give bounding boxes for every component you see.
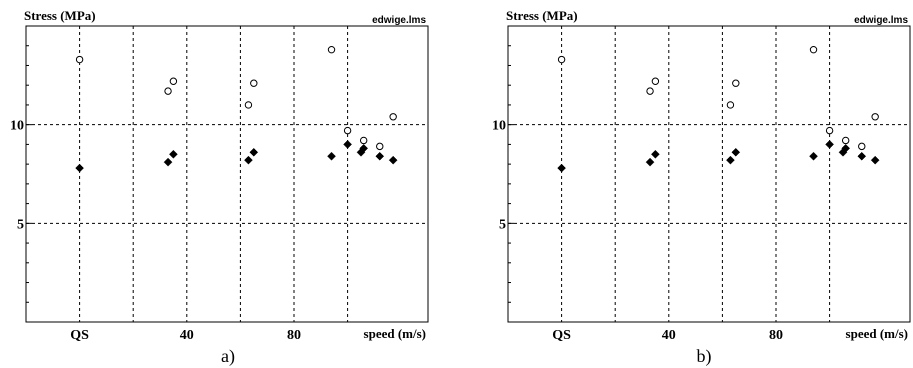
x-tick-label: QS — [552, 328, 571, 343]
filled-diamond-point — [651, 149, 660, 159]
open-circle-point — [359, 136, 368, 145]
source-label: edwige.lms — [854, 15, 908, 26]
open-circle-point — [164, 87, 172, 95]
open-circle-point — [651, 77, 660, 85]
open-circle-point — [732, 79, 740, 87]
x-tick-label: 40 — [180, 328, 194, 343]
x-tick-label: QS — [70, 328, 89, 343]
filled-diamond-point — [841, 143, 851, 153]
open-circle-point — [871, 113, 879, 121]
filled-diamond-point — [343, 140, 352, 149]
filled-diamond-point — [169, 149, 178, 159]
panel-label: b) — [697, 346, 712, 367]
filled-diamond-point — [359, 143, 369, 153]
open-circle-point — [858, 142, 866, 151]
open-circle-point — [169, 77, 178, 85]
filled-diamond-point — [388, 155, 398, 165]
filled-diamond-point — [557, 163, 566, 173]
panel-label: a) — [221, 346, 235, 367]
x-tick-label: 80 — [769, 328, 783, 343]
filled-diamond-point — [75, 163, 84, 173]
source-label: edwige.lms — [372, 15, 426, 26]
filled-diamond-point — [645, 157, 655, 167]
y-axis-label: Stress (MPa) — [24, 8, 96, 23]
open-circle-point — [244, 101, 253, 109]
y-tick-label: 10 — [492, 119, 506, 134]
x-axis-label: speed (m/s) — [364, 326, 426, 341]
open-circle-point — [250, 79, 258, 87]
y-axis-label: Stress (MPa) — [506, 8, 578, 23]
x-tick-label: 80 — [287, 328, 301, 343]
chart-panel-1: Stress (MPa) edwige.lms 5 10 QS 40 80 speed (m/… — [10, 8, 429, 367]
filled-diamond-point — [857, 151, 867, 161]
chart-panel-2: Stress (MPa) edwige.lms 5 10 QS 40 80 speed (m/… — [492, 8, 911, 367]
open-circle-point — [841, 136, 850, 145]
filled-diamond-point — [249, 147, 259, 157]
filled-diamond-point — [327, 151, 336, 161]
plot-frame — [507, 25, 911, 323]
filled-diamond-point — [825, 140, 834, 149]
y-tick-label: 5 — [17, 217, 24, 232]
open-circle-point — [389, 113, 397, 121]
filled-diamond-point — [870, 155, 880, 165]
open-circle-point — [646, 87, 654, 95]
open-circle-point — [825, 126, 834, 135]
open-circle-point — [327, 45, 336, 54]
open-circle-point — [557, 55, 566, 64]
open-circle-point — [343, 126, 352, 135]
open-circle-point — [726, 101, 735, 109]
open-circle-point — [376, 142, 384, 151]
y-tick-label: 10 — [10, 119, 24, 134]
filled-diamond-point — [163, 157, 173, 167]
open-circle-point — [75, 55, 84, 64]
filled-diamond-point — [726, 155, 735, 165]
filled-diamond-point — [375, 151, 385, 161]
open-circle-point — [809, 45, 818, 54]
plot-frame — [25, 25, 429, 323]
filled-diamond-point — [244, 155, 253, 165]
filled-diamond-point — [731, 147, 741, 157]
y-tick-label: 5 — [499, 217, 506, 232]
x-tick-label: 40 — [662, 328, 676, 343]
filled-diamond-point — [809, 151, 818, 161]
x-axis-label: speed (m/s) — [846, 326, 908, 341]
